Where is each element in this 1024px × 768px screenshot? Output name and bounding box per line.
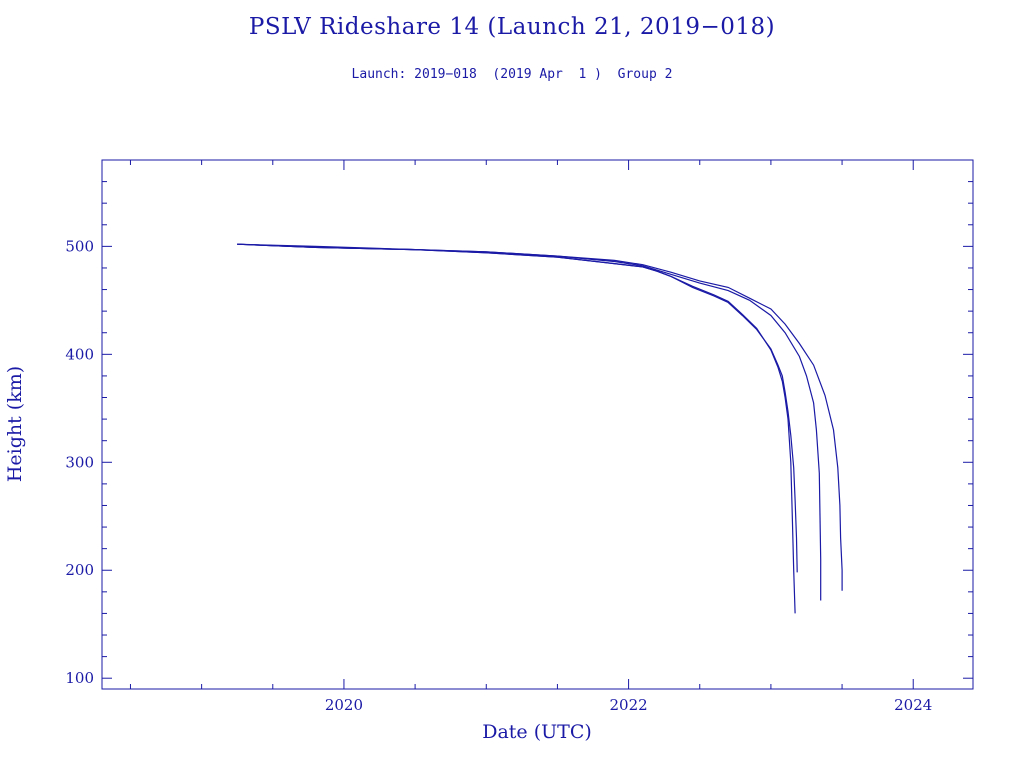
x-tick-label: 2020 <box>325 696 363 714</box>
y-axis-label: Height (km) <box>4 366 26 482</box>
y-tick-label: 400 <box>65 345 94 363</box>
series-line-4 <box>237 243 843 591</box>
y-tick-label: 100 <box>65 669 94 687</box>
x-axis-label: Date (UTC) <box>482 721 592 743</box>
axis-ticks <box>102 160 973 689</box>
plot-frame <box>101 159 974 690</box>
y-tick-label: 200 <box>65 561 94 579</box>
series-line-1 <box>237 243 798 573</box>
y-tick-label: 500 <box>65 237 94 255</box>
series-line-3 <box>237 243 822 601</box>
x-tick-label: 2024 <box>894 696 932 714</box>
y-tick-label: 300 <box>65 453 94 471</box>
series-lines <box>237 243 843 614</box>
series-line-2 <box>237 243 796 614</box>
chart-subtitle: Launch: 2019−018 (2019 Apr 1 ) Group 2 <box>351 67 673 82</box>
tick-labels: 2020 2022 2024 100 200 300 400 500 <box>65 237 932 714</box>
chart-title: PSLV Rideshare 14 (Launch 21, 2019−018) <box>248 14 776 40</box>
x-tick-label: 2022 <box>609 696 647 714</box>
